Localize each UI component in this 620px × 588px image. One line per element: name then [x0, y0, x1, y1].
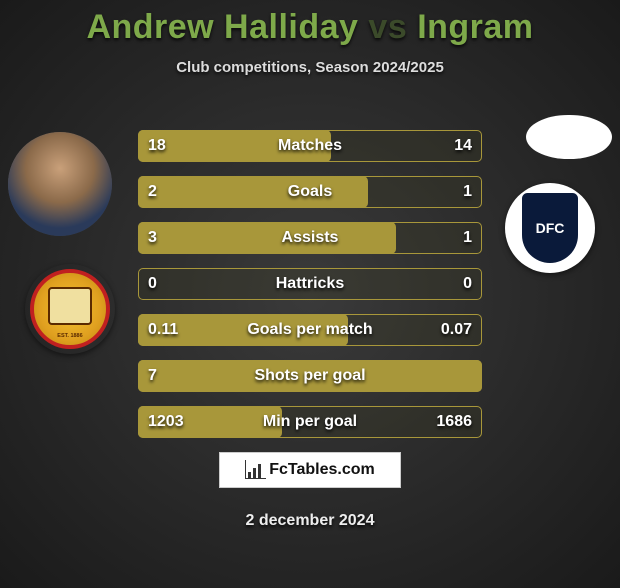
stat-value-left: 0.11 — [138, 314, 188, 346]
player2-club-crest: DFC — [505, 183, 595, 273]
vs-text: vs — [368, 8, 407, 46]
player2-avatar — [526, 115, 612, 159]
stat-value-left: 2 — [138, 176, 167, 208]
comparison-title: Andrew Halliday vs Ingram — [0, 8, 620, 47]
club2-shield-text: DFC — [522, 193, 578, 263]
stat-label: Shots per goal — [138, 360, 482, 392]
stat-value-right: 0 — [453, 268, 482, 300]
stat-label: Hattricks — [138, 268, 482, 300]
stat-value-right: 1686 — [426, 406, 482, 438]
player1-club-crest — [25, 264, 115, 354]
stat-value-left: 7 — [138, 360, 167, 392]
stat-value-left: 18 — [138, 130, 176, 162]
date-text: 2 december 2024 — [0, 512, 620, 530]
stat-value-right: 1 — [453, 176, 482, 208]
stat-value-right: 1 — [453, 222, 482, 254]
player2-name: Ingram — [417, 8, 533, 46]
player1-name: Andrew Halliday — [86, 8, 358, 46]
stat-row: Min per goal12031686 — [138, 406, 482, 438]
stat-label: Matches — [138, 130, 482, 162]
stats-bars: Matches1814Goals21Assists31Hattricks00Go… — [138, 130, 482, 452]
stat-value-right — [462, 360, 482, 392]
subtitle: Club competitions, Season 2024/2025 — [0, 59, 620, 76]
stat-value-right: 14 — [444, 130, 482, 162]
stat-row: Shots per goal7 — [138, 360, 482, 392]
stat-value-left: 3 — [138, 222, 167, 254]
stat-row: Goals per match0.110.07 — [138, 314, 482, 346]
logo-text: FcTables.com — [269, 461, 375, 479]
stat-row: Matches18 14 — [138, 130, 482, 162]
stat-row: Assists3 1 — [138, 222, 482, 254]
logo-chart-icon — [245, 461, 265, 479]
stat-row: Goals2 1 — [138, 176, 482, 208]
stat-label: Goals — [138, 176, 482, 208]
stat-label: Assists — [138, 222, 482, 254]
stat-value-right: 0.07 — [431, 314, 482, 346]
stat-value-left: 0 — [138, 268, 167, 300]
player1-avatar — [8, 132, 112, 236]
stat-row: Hattricks0 0 — [138, 268, 482, 300]
stat-value-left: 1203 — [138, 406, 194, 438]
fctables-logo: FcTables.com — [219, 452, 401, 488]
